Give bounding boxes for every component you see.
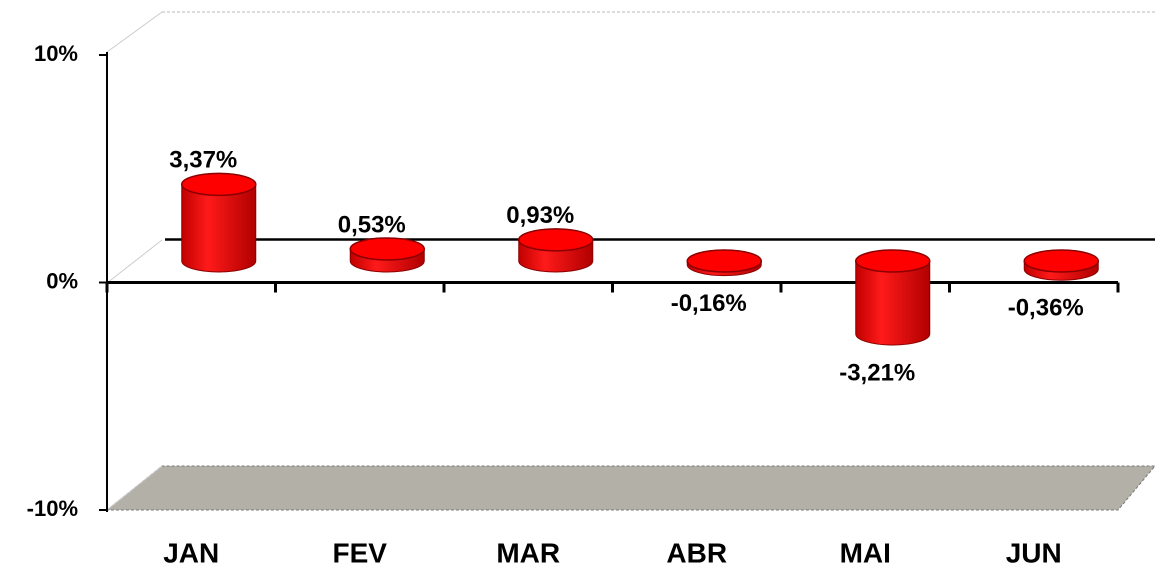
wall-edge	[106, 11, 163, 53]
x-tick-label: MAI	[840, 537, 891, 568]
value-label: -0,36%	[1008, 295, 1084, 322]
bar-top	[855, 249, 931, 273]
value-label: 3,37%	[169, 147, 237, 174]
value-label: 0,53%	[338, 211, 406, 238]
y-tick-label: 10%	[34, 41, 78, 66]
y-tick-label: -10%	[27, 496, 78, 521]
bar-top	[686, 249, 762, 273]
x-tick-label: JAN	[163, 537, 219, 568]
value-label: -0,16%	[671, 290, 747, 317]
bar-top	[518, 228, 594, 252]
bar-top	[349, 237, 425, 261]
bar-top	[181, 172, 257, 197]
floor	[105, 465, 1155, 511]
wall-edge	[106, 465, 163, 511]
y-tick-label: 0%	[46, 268, 78, 293]
wall-edge	[106, 239, 163, 284]
x-tick-label: ABR	[666, 537, 727, 568]
value-label: -3,21%	[839, 359, 915, 386]
value-label: 0,93%	[506, 202, 574, 229]
x-tick-label: JUN	[1006, 537, 1062, 568]
bar-top	[1023, 249, 1099, 273]
x-tick-label: MAR	[496, 537, 560, 568]
x-tick-label: FEV	[333, 537, 388, 568]
